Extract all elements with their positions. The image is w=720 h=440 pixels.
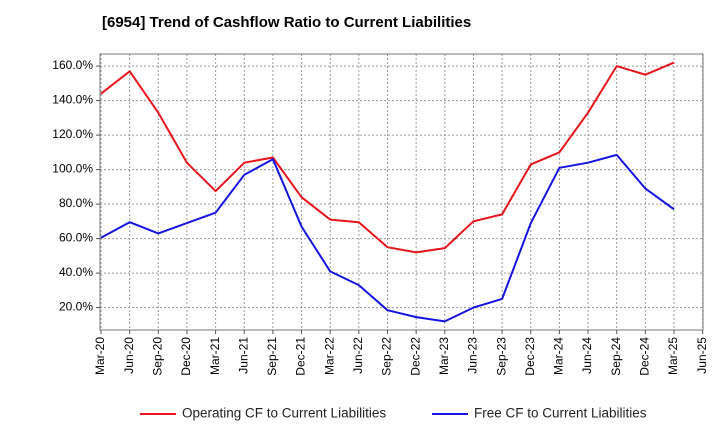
x-axis-ticks: Mar-20 Jun-20 Sep-20 Dec-20 Mar-21 Jun-21 Sep-… bbox=[93, 330, 709, 376]
x-tick-label: Mar-21 bbox=[208, 337, 222, 375]
x-tick-label: Dec-20 bbox=[179, 337, 193, 376]
x-tick-label: Jun-23 bbox=[466, 337, 480, 374]
x-tick-label: Jun-24 bbox=[580, 337, 594, 374]
x-tick-label: Sep-24 bbox=[609, 337, 623, 376]
series-line-operating-cf bbox=[100, 61, 675, 254]
legend-label: Operating CF to Current Liabilities bbox=[182, 406, 386, 421]
x-tick-label: Mar-20 bbox=[93, 337, 107, 375]
y-tick-label: 160.0% bbox=[52, 58, 93, 72]
x-tick-label: Mar-22 bbox=[322, 337, 336, 375]
x-tick-label: Jun-21 bbox=[236, 337, 250, 374]
x-tick-label: Mar-24 bbox=[552, 337, 566, 375]
series-line-free-cf bbox=[100, 153, 675, 323]
x-tick-label: Sep-20 bbox=[150, 337, 164, 376]
y-tick-label: 60.0% bbox=[59, 231, 93, 245]
series-layer bbox=[100, 61, 675, 323]
plot-frame bbox=[99, 53, 704, 331]
y-axis-ticks: 20.0% 40.0% 60.0% 80.0% 100.0% 120.0% 140.0% 16… bbox=[52, 58, 100, 314]
x-tick-label: Jun-22 bbox=[351, 337, 365, 374]
chart-title: [6954] Trend of Cashflow Ratio to Curren… bbox=[102, 14, 472, 31]
y-tick-label: 140.0% bbox=[52, 93, 93, 107]
x-tick-label: Dec-21 bbox=[294, 337, 308, 376]
y-tick-label: 40.0% bbox=[59, 265, 93, 279]
y-tick-label: 80.0% bbox=[59, 196, 93, 210]
x-tick-label: Dec-24 bbox=[638, 337, 652, 376]
y-tick-label: 20.0% bbox=[59, 300, 93, 314]
x-tick-label: Mar-25 bbox=[666, 337, 680, 375]
legend-label: Free CF to Current Liabilities bbox=[474, 406, 647, 421]
x-tick-label: Dec-22 bbox=[408, 337, 422, 376]
x-tick-label: Sep-22 bbox=[380, 337, 394, 376]
x-tick-label: Sep-23 bbox=[494, 337, 508, 376]
legend: Operating CF to Current Liabilities Free … bbox=[140, 406, 647, 421]
x-tick-label: Jun-20 bbox=[122, 337, 136, 374]
x-tick-label: Mar-23 bbox=[437, 337, 451, 375]
grid-layer bbox=[100, 54, 704, 330]
x-tick-label: Dec-23 bbox=[523, 337, 537, 376]
x-tick-label: Sep-21 bbox=[265, 337, 279, 376]
y-tick-label: 100.0% bbox=[52, 162, 93, 176]
y-tick-label: 120.0% bbox=[52, 127, 93, 141]
x-tick-label: Jun-25 bbox=[695, 337, 709, 374]
